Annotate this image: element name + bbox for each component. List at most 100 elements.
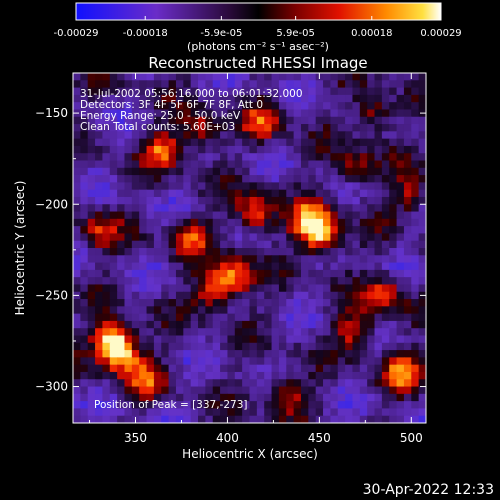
heatmap-cell (198, 145, 206, 154)
heatmap-cell (124, 262, 133, 271)
heatmap-cell (389, 386, 398, 395)
heatmap-cell (396, 379, 405, 388)
heatmap-cell (403, 277, 412, 286)
heatmap-cell (330, 94, 339, 103)
heatmap-cell (139, 313, 148, 322)
heatmap-cell (300, 138, 309, 147)
heatmap-cell (95, 357, 104, 366)
heatmap-cell (389, 313, 398, 322)
heatmap-cell (234, 73, 243, 81)
heatmap-cell (161, 320, 170, 329)
heatmap-cell (359, 401, 368, 410)
heatmap-cell (117, 189, 126, 198)
heatmap-cell (264, 94, 273, 103)
heatmap-cell (418, 211, 426, 220)
heatmap-cell (345, 291, 354, 300)
heatmap-cell (418, 328, 426, 337)
heatmap-cell (381, 102, 390, 111)
heatmap-cell (367, 153, 376, 162)
heatmap-cell (271, 189, 280, 198)
heatmap-cell (183, 167, 192, 176)
heatmap-cell (389, 248, 398, 256)
heatmap-cell (337, 204, 346, 213)
heatmap-cell (124, 386, 133, 395)
heatmap-cell (242, 255, 251, 264)
heatmap-cell (102, 233, 111, 242)
heatmap-cell (73, 313, 81, 322)
heatmap-cell (367, 328, 376, 337)
heatmap-cell (146, 153, 155, 162)
heatmap-cell (117, 269, 126, 278)
heatmap-cell (168, 255, 177, 264)
heatmap-cell (183, 379, 192, 388)
heatmap-cell (411, 335, 420, 344)
heatmap-cell (367, 408, 376, 417)
heatmap-cell (95, 145, 104, 154)
heatmap-cell (168, 277, 177, 286)
heatmap-cell (109, 313, 118, 322)
heatmap-cell (293, 415, 302, 423)
heatmap-cell (352, 386, 361, 395)
heatmap-cell (183, 189, 192, 198)
heatmap-cell (117, 364, 126, 373)
heatmap-cell (337, 153, 346, 162)
heatmap-cell (293, 277, 302, 286)
heatmap-cell (389, 189, 398, 198)
heatmap-cell (359, 124, 368, 132)
heatmap-cell (124, 211, 133, 220)
heatmap-cell (381, 182, 390, 191)
heatmap-cell (73, 80, 81, 89)
heatmap-cell (87, 116, 96, 125)
heatmap-cell (198, 393, 206, 402)
heatmap-cell (139, 145, 148, 154)
heatmap-cell (396, 175, 405, 183)
heatmap-cell (139, 218, 148, 227)
heatmap-cell (124, 102, 133, 111)
heatmap-cell (271, 196, 280, 205)
heatmap-cell (153, 73, 162, 81)
heatmap-cell (117, 262, 126, 271)
heatmap-cell (308, 262, 317, 271)
heatmap-cell (300, 350, 309, 358)
heatmap-cell (389, 371, 398, 380)
heatmap-cell (308, 204, 317, 213)
heatmap-cell (323, 371, 331, 380)
heatmap-cell (256, 328, 265, 337)
heatmap-cell (337, 87, 346, 96)
heatmap-cell (249, 291, 258, 300)
heatmap-cell (73, 248, 81, 256)
heatmap-cell (87, 357, 96, 366)
heatmap-cell (146, 284, 155, 293)
heatmap-cell (367, 306, 376, 315)
heatmap-cell (139, 371, 148, 380)
heatmap-cell (381, 218, 390, 227)
heatmap-cell (323, 233, 331, 242)
heatmap-cell (286, 277, 295, 286)
heatmap-cell (139, 277, 148, 286)
heatmap-cell (168, 386, 177, 395)
heatmap-cell (323, 291, 331, 300)
heatmap-cell (117, 401, 126, 410)
heatmap-cell (153, 335, 162, 344)
heatmap-cell (264, 415, 273, 423)
heatmap-cell (374, 350, 383, 358)
heatmap-cell (117, 196, 126, 205)
colorbar-tick-label: -5.9e-05 (200, 28, 242, 39)
heatmap-cell (315, 306, 324, 315)
heatmap-cell (168, 233, 177, 242)
heatmap-cell (80, 145, 89, 154)
heatmap-cell (308, 211, 317, 220)
heatmap-cell (80, 299, 89, 307)
heatmap-cell (117, 357, 126, 366)
heatmap-cell (161, 342, 170, 351)
heatmap-cell (345, 269, 354, 278)
heatmap-cell (109, 401, 118, 410)
heatmap-cell (175, 153, 184, 162)
heatmap-cell (374, 73, 383, 81)
heatmap-cell (411, 313, 420, 322)
heatmap-cell (367, 124, 376, 132)
heatmap-cell (264, 131, 273, 140)
heatmap-cell (175, 138, 184, 147)
heatmap-cell (153, 379, 162, 388)
heatmap-cell (212, 408, 221, 417)
